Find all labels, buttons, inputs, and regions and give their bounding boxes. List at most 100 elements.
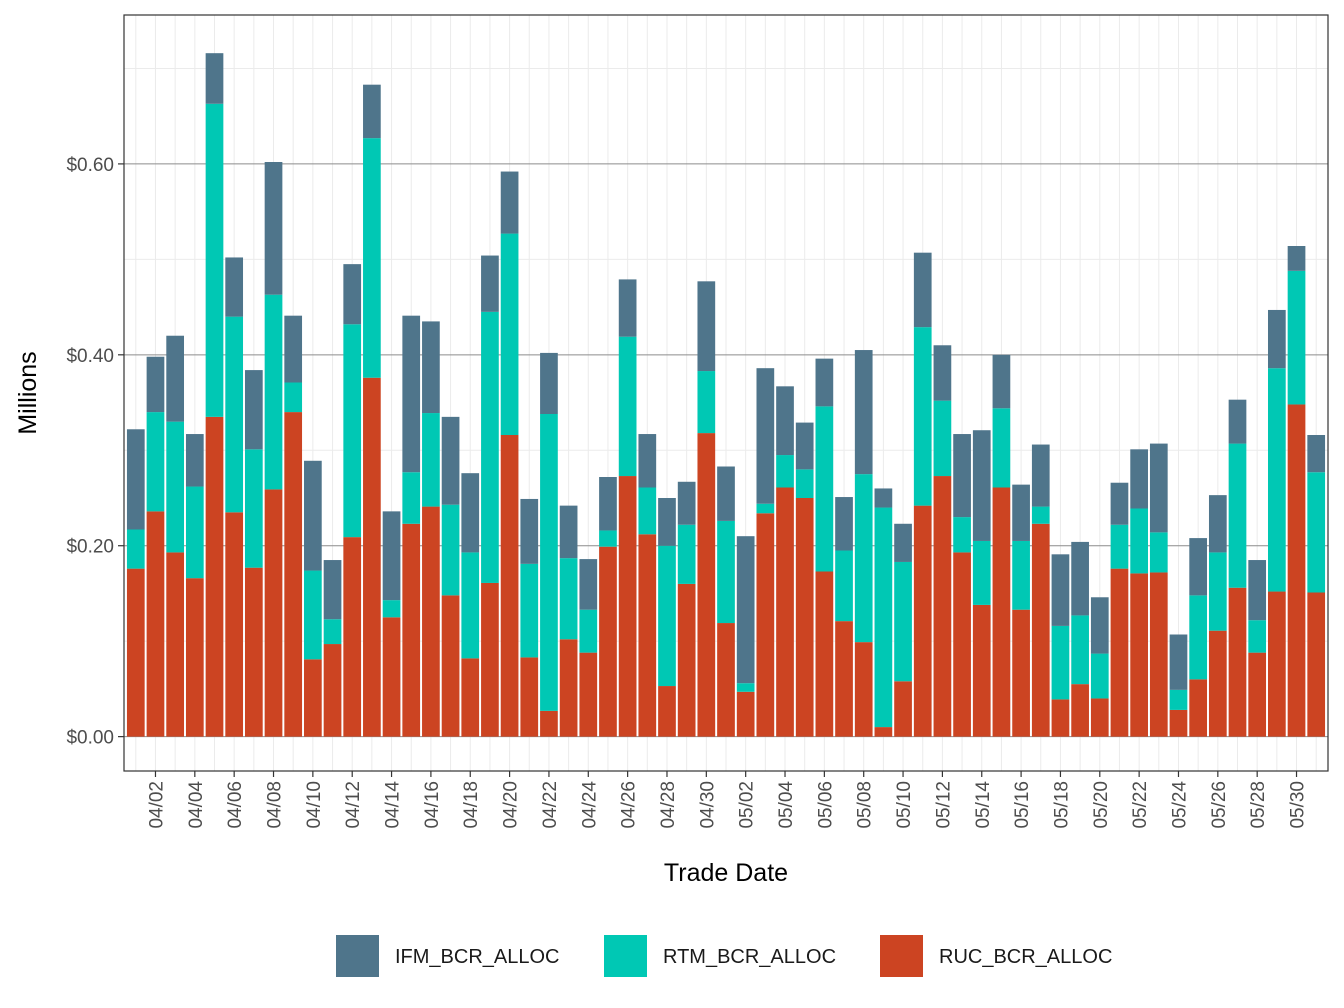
bar-segment-rtm-bcr-alloc (244, 449, 263, 568)
bar-segment-ruc-bcr-alloc (1287, 404, 1306, 737)
bar-segment-rtm-bcr-alloc (323, 619, 342, 645)
bar-segment-rtm-bcr-alloc (1012, 540, 1030, 610)
bar-segment-ifm-bcr-alloc (126, 429, 145, 530)
y-tick-label: $0.00 (66, 728, 114, 749)
x-axis-title: Trade Date (664, 859, 788, 887)
bar-segment-ruc-bcr-alloc (1208, 630, 1227, 737)
x-tick-label: 05/14 (973, 781, 994, 829)
bar-segment-ifm-bcr-alloc (500, 171, 519, 234)
bar-segment-ifm-bcr-alloc (244, 370, 263, 450)
bar-segment-ifm-bcr-alloc (166, 335, 185, 422)
bar-segment-ifm-bcr-alloc (658, 498, 676, 546)
bar-segment-ruc-bcr-alloc (1031, 523, 1050, 737)
bar-segment-rtm-bcr-alloc (1071, 615, 1089, 685)
bar-segment-ruc-bcr-alloc (953, 552, 971, 737)
bar-segment-rtm-bcr-alloc (1090, 653, 1109, 699)
bar-segment-ifm-bcr-alloc (559, 505, 578, 559)
bar-segment-ruc-bcr-alloc (697, 433, 716, 737)
bar-segment-ruc-bcr-alloc (304, 659, 322, 737)
bar-segment-ruc-bcr-alloc (992, 487, 1011, 737)
x-tick-label: 04/26 (619, 781, 640, 829)
bar-segment-rtm-bcr-alloc (461, 552, 480, 659)
bar-segment-ruc-bcr-alloc (854, 642, 873, 737)
x-axis: 04/02 04/04 04/06 04/08 04/10 04/12 04/14 04/16… (146, 771, 1309, 829)
bar-segment-rtm-bcr-alloc (697, 371, 716, 434)
bar-segment-ruc-bcr-alloc (343, 537, 362, 737)
bar-segment-rtm-bcr-alloc (854, 474, 873, 643)
bar-segment-ifm-bcr-alloc (323, 560, 342, 620)
bar-segment-rtm-bcr-alloc (1287, 270, 1306, 405)
bar-segment-ruc-bcr-alloc (1228, 587, 1247, 737)
bar-segment-ifm-bcr-alloc (1110, 482, 1129, 525)
x-tick-label: 04/20 (501, 781, 522, 829)
bar-segment-ruc-bcr-alloc (776, 487, 794, 737)
y-tick-label: $0.20 (66, 537, 114, 558)
bar-segment-ifm-bcr-alloc (972, 430, 991, 541)
bar-segment-ifm-bcr-alloc (304, 460, 322, 571)
legend-label: IFM_BCR_ALLOC (395, 946, 560, 968)
bar-segment-ruc-bcr-alloc (323, 644, 342, 737)
bar-segment-ruc-bcr-alloc (1189, 679, 1208, 737)
bar-segment-rtm-bcr-alloc (1031, 506, 1050, 524)
bar-segment-rtm-bcr-alloc (520, 563, 539, 658)
bar-segment-rtm-bcr-alloc (264, 294, 283, 490)
bar-segment-ifm-bcr-alloc (363, 84, 381, 139)
bar-segment-rtm-bcr-alloc (1051, 625, 1070, 700)
y-axis-title: Millions (14, 351, 42, 434)
bar-segment-ifm-bcr-alloc (599, 477, 617, 531)
bar-segment-rtm-bcr-alloc (382, 600, 401, 618)
bar-segment-ifm-bcr-alloc (638, 434, 657, 488)
bar-segment-rtm-bcr-alloc (441, 504, 460, 596)
x-tick-label: 05/26 (1209, 781, 1230, 829)
x-tick-label: 05/04 (776, 781, 797, 829)
bar-segment-rtm-bcr-alloc (756, 503, 775, 514)
bar-segment-rtm-bcr-alloc (1110, 524, 1129, 569)
bar-segment-ruc-bcr-alloc (185, 578, 204, 737)
bar-segment-ruc-bcr-alloc (1169, 709, 1188, 737)
bar-segment-ruc-bcr-alloc (146, 511, 165, 737)
bar-segment-rtm-bcr-alloc (126, 529, 145, 569)
bar-segment-ruc-bcr-alloc (225, 512, 244, 737)
x-tick-label: 05/16 (1012, 781, 1033, 829)
bar-segment-ruc-bcr-alloc (658, 686, 676, 737)
bar-segment-ruc-bcr-alloc (874, 727, 893, 737)
bar-segment-ifm-bcr-alloc (815, 358, 834, 407)
bar-segment-ruc-bcr-alloc (264, 489, 283, 737)
bar-segment-ifm-bcr-alloc (402, 315, 421, 473)
x-tick-label: 04/04 (186, 781, 207, 829)
bar-segment-rtm-bcr-alloc (736, 683, 755, 692)
legend-label: RUC_BCR_ALLOC (939, 946, 1112, 968)
bar-segment-ifm-bcr-alloc (1287, 246, 1306, 271)
bar-segment-rtm-bcr-alloc (894, 561, 912, 682)
bar-segment-ifm-bcr-alloc (992, 354, 1011, 409)
bar-segment-ifm-bcr-alloc (1208, 495, 1227, 553)
bar-segment-ruc-bcr-alloc (579, 652, 598, 737)
bar-segment-rtm-bcr-alloc (1149, 532, 1168, 573)
bar-segment-rtm-bcr-alloc (1169, 689, 1188, 710)
bar-segment-ifm-bcr-alloc (854, 350, 873, 475)
bar-segment-ruc-bcr-alloc (205, 416, 224, 737)
bar-segment-ifm-bcr-alloc (422, 321, 440, 414)
x-tick-label: 04/18 (461, 781, 482, 829)
bar-segment-rtm-bcr-alloc (481, 311, 499, 583)
bar-segment-ruc-bcr-alloc (500, 435, 519, 737)
x-tick-label: 04/16 (422, 781, 443, 829)
legend-label: RTM_BCR_ALLOC (663, 946, 836, 968)
bar-segment-ruc-bcr-alloc (972, 604, 991, 737)
bar-segment-ruc-bcr-alloc (461, 658, 480, 737)
bar-segment-rtm-bcr-alloc (304, 570, 322, 660)
x-tick-label: 04/06 (225, 781, 246, 829)
bar-segment-rtm-bcr-alloc (933, 400, 952, 477)
bar-segment-ruc-bcr-alloc (677, 583, 696, 737)
bar-segment-ruc-bcr-alloc (284, 412, 303, 737)
x-tick-label: 04/28 (658, 781, 679, 829)
x-tick-label: 04/10 (304, 781, 325, 829)
x-tick-label: 05/30 (1288, 781, 1309, 829)
bar-segment-ruc-bcr-alloc (717, 623, 735, 737)
bar-segment-ifm-bcr-alloc (540, 352, 558, 414)
bar-segment-ifm-bcr-alloc (1189, 538, 1208, 596)
bar-segment-rtm-bcr-alloc (1189, 595, 1208, 680)
x-tick-label: 05/12 (933, 781, 954, 829)
bar-segment-ruc-bcr-alloc (1130, 573, 1148, 737)
bar-segment-ifm-bcr-alloc (717, 466, 735, 521)
